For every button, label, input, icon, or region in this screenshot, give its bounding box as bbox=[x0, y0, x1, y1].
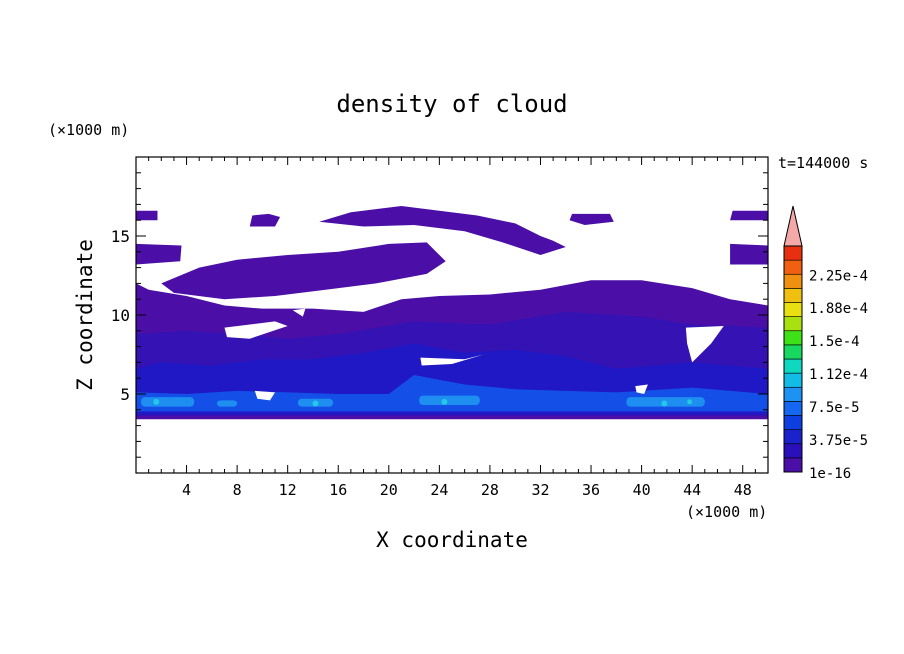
colorbar-label: 1.5e-4 bbox=[809, 334, 860, 350]
cloud-core bbox=[141, 397, 195, 407]
x-tick-label: 32 bbox=[531, 481, 549, 499]
cloud-region bbox=[136, 375, 768, 412]
x-tick-label: 36 bbox=[582, 481, 600, 499]
colorbar-label: 1.12e-4 bbox=[809, 367, 868, 383]
clear-sky-gap bbox=[292, 308, 306, 317]
clear-sky-gap bbox=[420, 354, 484, 366]
cloud-core bbox=[687, 399, 693, 405]
cloud-core bbox=[312, 400, 319, 407]
colorbar-label: 7.5e-5 bbox=[809, 400, 860, 416]
x-tick-label: 4 bbox=[182, 481, 191, 499]
colorbar-swatch bbox=[783, 316, 803, 332]
cloud-region bbox=[730, 210, 768, 221]
colorbar-label: 1e-16 bbox=[809, 466, 851, 482]
x-tick-label: 44 bbox=[683, 481, 701, 499]
x-tick-label: 16 bbox=[329, 481, 347, 499]
clear-sky-gap bbox=[635, 384, 648, 394]
x-tick-label: 48 bbox=[734, 481, 752, 499]
cloud-region bbox=[569, 213, 614, 225]
colorbar-swatch bbox=[783, 288, 803, 303]
y-tick-label: 15 bbox=[111, 227, 130, 246]
x-tick-label: 8 bbox=[233, 481, 242, 499]
cloud-field bbox=[136, 205, 768, 420]
colorbar-frame bbox=[783, 245, 803, 473]
colorbar-label: 3.75e-5 bbox=[809, 433, 868, 449]
cloud-region bbox=[319, 205, 566, 255]
y-unit-label: (×1000 m) bbox=[48, 121, 129, 139]
clear-sky-gap bbox=[254, 390, 276, 401]
colorbar-label: 1.88e-4 bbox=[809, 301, 868, 317]
x-tick-label: 24 bbox=[430, 481, 448, 499]
colorbar-swatch bbox=[783, 401, 803, 416]
cloud-region bbox=[136, 210, 158, 221]
colorbar: 1e-16 3.75e-5 7.5e-5 1.12e-4 1.5e-4 1.88e-4 2.… bbox=[783, 205, 868, 482]
y-axis-label: Z coordinate bbox=[73, 239, 97, 391]
clear-sky-gap bbox=[224, 321, 288, 339]
colorbar-swatch bbox=[783, 273, 803, 289]
y-tick-label: 10 bbox=[111, 306, 130, 325]
colorbar-swatch bbox=[783, 330, 803, 346]
cloud-region bbox=[161, 242, 446, 300]
chart-title: density of cloud bbox=[336, 90, 567, 118]
colorbar-swatch bbox=[783, 245, 803, 261]
cloud-core bbox=[216, 400, 238, 407]
x-tick-label: 28 bbox=[481, 481, 499, 499]
x-unit-label: (×1000 m) bbox=[686, 503, 767, 521]
y-tick-label: 5 bbox=[120, 385, 130, 404]
colorbar-swatch bbox=[783, 302, 803, 317]
cloud-core bbox=[153, 398, 160, 405]
x-axis-ticks: 4 8 12 16 20 24 28 32 36 40 44 48 bbox=[148, 157, 756, 499]
cloud-core bbox=[661, 400, 668, 407]
clear-sky-gap bbox=[685, 326, 724, 363]
colorbar-swatch bbox=[783, 415, 803, 430]
x-tick-label: 12 bbox=[279, 481, 297, 499]
cloud-region bbox=[136, 243, 182, 265]
colorbar-swatch bbox=[783, 457, 803, 473]
cloud-region bbox=[730, 243, 768, 265]
colorbar-swatch bbox=[783, 344, 803, 360]
colorbar-over-arrow bbox=[783, 205, 803, 247]
colorbar-swatch bbox=[783, 259, 803, 275]
colorbar-swatch bbox=[783, 358, 803, 374]
cloud-core bbox=[441, 398, 448, 405]
x-tick-label: 40 bbox=[633, 481, 651, 499]
colorbar-swatch bbox=[783, 443, 803, 459]
x-tick-label: 20 bbox=[380, 481, 398, 499]
x-axis-label: X coordinate bbox=[376, 528, 528, 552]
colorbar-label: 2.25e-4 bbox=[809, 268, 868, 284]
colorbar-swatch bbox=[783, 386, 803, 402]
time-label: t=144000 s bbox=[778, 154, 868, 172]
colorbar-swatch bbox=[783, 372, 803, 388]
colorbar-swatch bbox=[783, 429, 803, 445]
y-axis-ticks: 5 10 15 bbox=[111, 172, 768, 458]
cloud-core bbox=[419, 395, 480, 406]
cloud-region bbox=[249, 213, 281, 227]
